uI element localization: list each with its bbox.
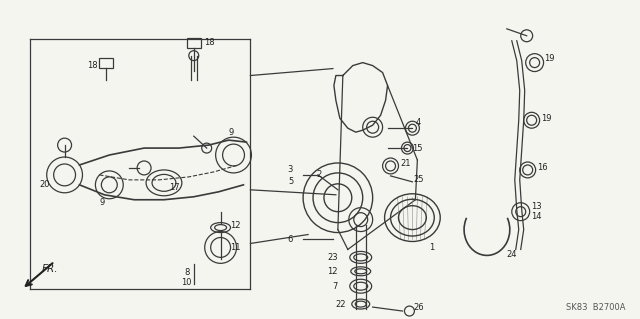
Text: 21: 21 [401, 160, 411, 168]
Text: 3: 3 [288, 166, 293, 174]
Text: FR.: FR. [42, 264, 58, 274]
Text: 5: 5 [288, 177, 293, 186]
Text: 23: 23 [327, 253, 338, 262]
Text: 11: 11 [230, 243, 241, 252]
Text: 24: 24 [507, 250, 517, 259]
Text: 4: 4 [415, 118, 420, 127]
Text: 18: 18 [204, 38, 214, 47]
Text: 16: 16 [536, 163, 547, 173]
Text: SK83  B2700A: SK83 B2700A [566, 303, 626, 312]
Text: 22: 22 [336, 300, 346, 308]
Text: 20: 20 [40, 180, 51, 189]
Text: 25: 25 [413, 175, 424, 184]
Text: 1: 1 [429, 243, 435, 252]
Text: 18: 18 [88, 61, 98, 70]
Text: 12: 12 [328, 267, 338, 276]
Text: 10: 10 [182, 278, 192, 287]
Text: 26: 26 [413, 303, 424, 312]
Text: 19: 19 [545, 54, 555, 63]
Text: 7: 7 [333, 282, 338, 291]
Text: 17: 17 [169, 183, 180, 192]
Text: 9: 9 [99, 198, 104, 207]
Text: 13: 13 [531, 202, 541, 211]
Text: 9: 9 [228, 128, 234, 137]
Text: 2: 2 [316, 170, 321, 179]
Text: 12: 12 [230, 221, 241, 230]
Text: 8: 8 [184, 268, 189, 277]
Text: 14: 14 [531, 212, 541, 221]
Text: 6: 6 [288, 235, 293, 244]
Text: 19: 19 [541, 114, 552, 123]
Text: 15: 15 [412, 144, 423, 152]
